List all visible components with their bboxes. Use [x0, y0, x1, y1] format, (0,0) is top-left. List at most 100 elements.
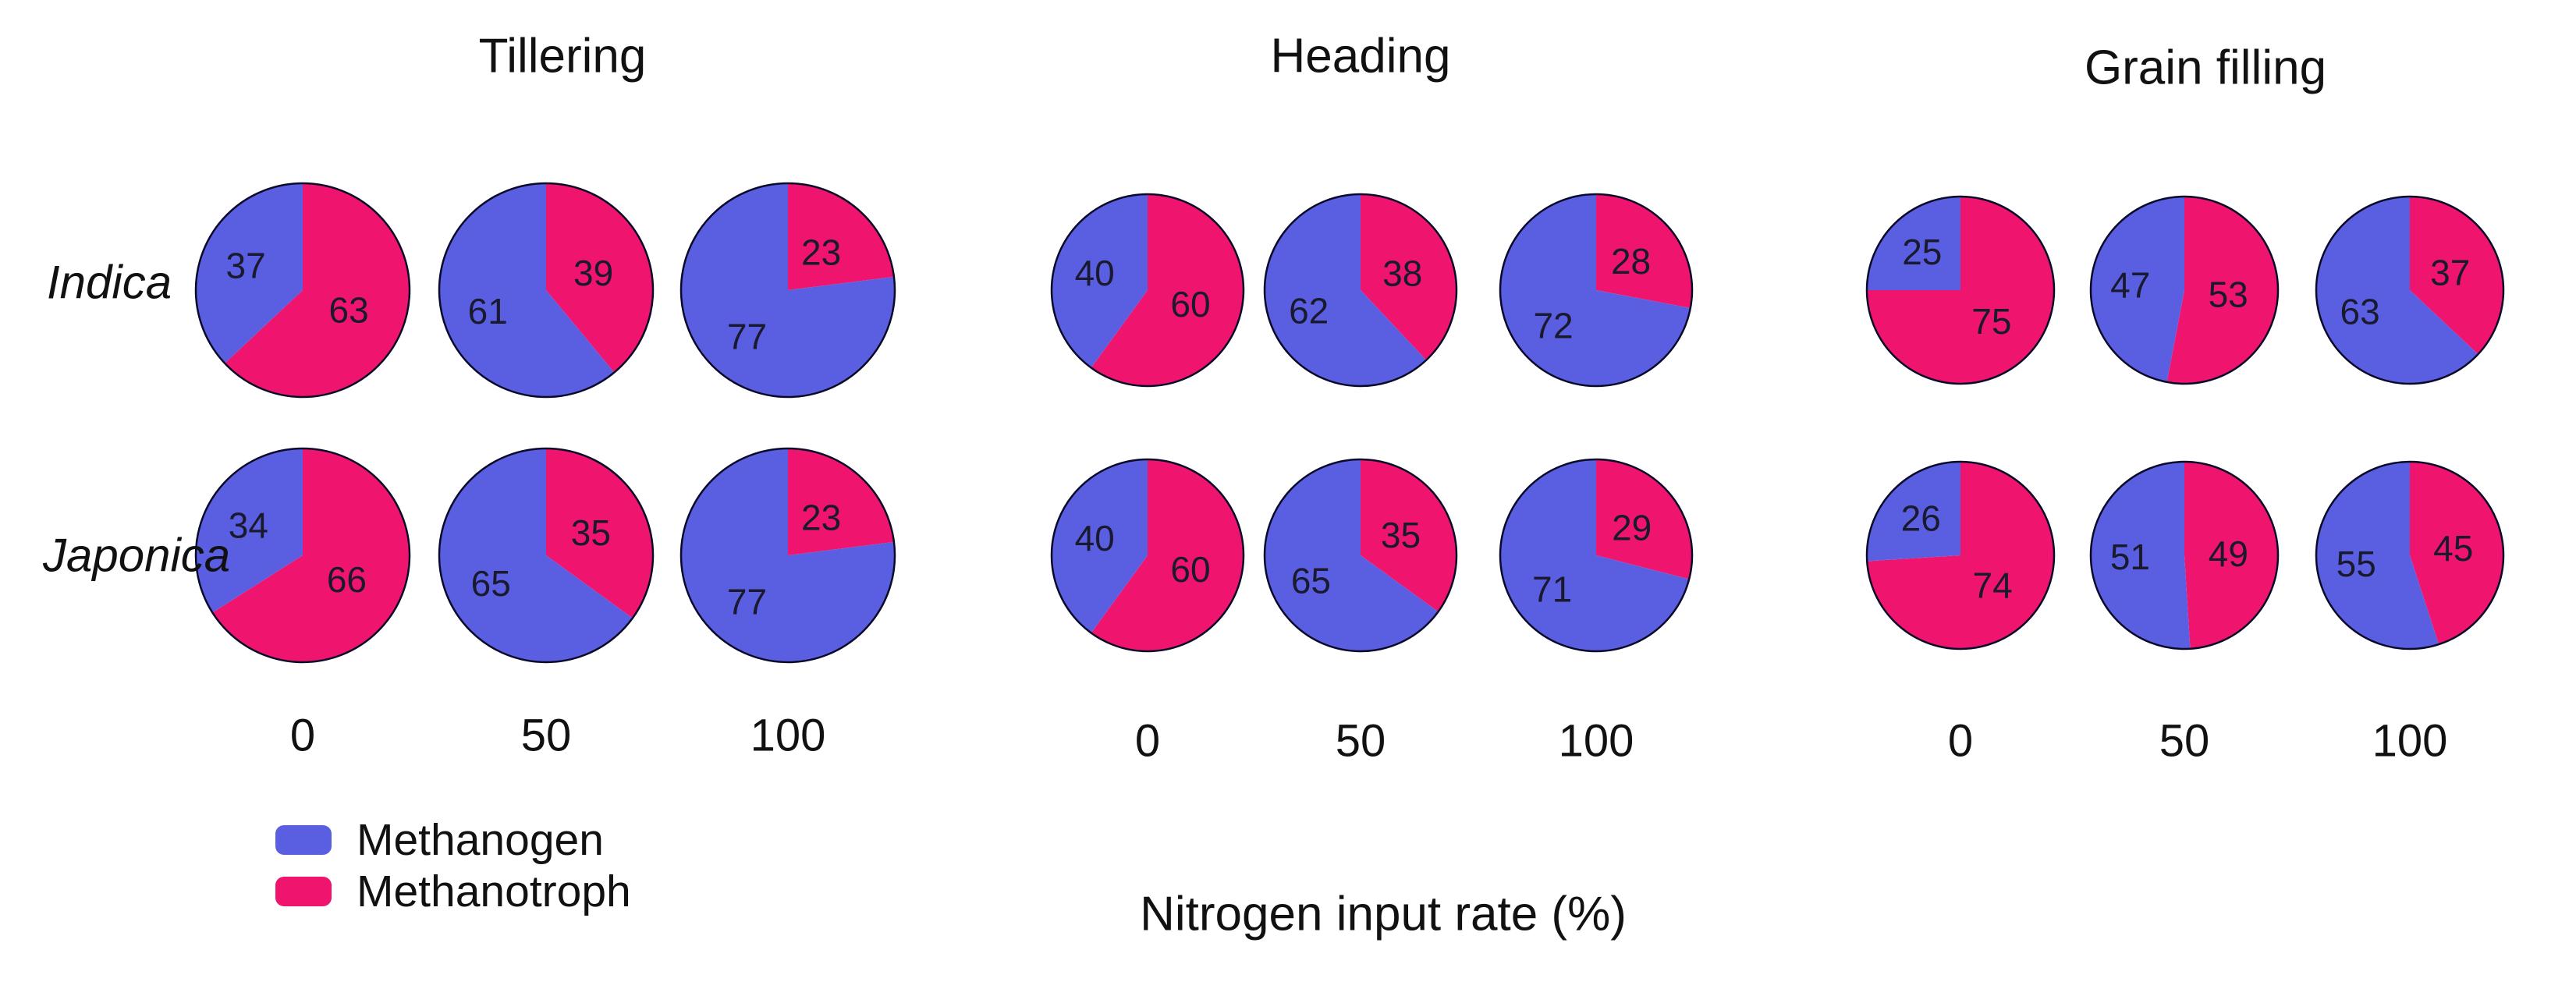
pie-outline [1499, 193, 1694, 388]
methanotroph-slice [2410, 197, 2504, 355]
methanogen-slice [1867, 197, 1960, 290]
methanogen-value: 61 [468, 291, 508, 331]
methanotroph-value: 60 [1170, 549, 1210, 590]
legend-item-methanogen: Methanogen [275, 814, 631, 866]
methanotroph-slice [2410, 462, 2503, 645]
methanotroph-slice [2166, 197, 2278, 384]
methanotroph-value: 63 [329, 290, 369, 331]
methanogen-color-key [275, 825, 332, 855]
tick-heading-50: 50 [1335, 715, 1386, 767]
methanotroph-value: 38 [1382, 253, 1422, 294]
methanotroph-value: 49 [2209, 533, 2248, 574]
methanogen-value: 77 [727, 582, 767, 622]
methanogen-value: 25 [1902, 232, 1942, 272]
methanogen-value: 34 [229, 505, 268, 546]
pie-outline [194, 447, 411, 664]
pie-outline [1050, 458, 1245, 653]
pie-outline [194, 182, 411, 399]
pie-grain-filling-japonica-n0: 26 74 [1865, 460, 2056, 650]
methanogen-slice [196, 448, 303, 613]
methanogen-value: 72 [1533, 305, 1573, 346]
methanotroph-slice [788, 183, 894, 290]
methanotroph-color-key [275, 877, 332, 906]
row-label-japonica: Japonica [43, 529, 231, 582]
methanotroph-value: 60 [1170, 284, 1210, 324]
pie-tillering-japonica-n0: 34 66 [194, 447, 411, 664]
methanogen-value: 71 [1532, 569, 1572, 610]
tick-tillering-0: 0 [289, 710, 316, 761]
methanogen-slice [1867, 462, 1960, 562]
section-title-heading: Heading [1270, 29, 1451, 83]
methanotroph-slice [225, 183, 410, 397]
methanogen-slice [680, 183, 895, 398]
methanotroph-slice [1361, 194, 1457, 360]
tick-tillering-50: 50 [520, 710, 572, 761]
methanotroph-slice [546, 183, 653, 373]
methanogen-slice [1264, 194, 1427, 386]
pie-heading-japonica-n50: 65 35 [1263, 458, 1458, 653]
pie-outline [1263, 193, 1458, 388]
pie-tillering-indica-n50: 61 39 [438, 182, 655, 399]
tick-heading-100: 100 [1558, 715, 1634, 767]
pie-grain-filling-indica-n100: 63 37 [2315, 195, 2505, 385]
pie-outline [2315, 195, 2505, 385]
methanotroph-slice [788, 448, 894, 555]
methanotroph-value: 75 [1971, 301, 2011, 342]
methanotroph-value: 66 [327, 559, 367, 600]
pie-grain-filling-japonica-n100: 55 45 [2315, 460, 2505, 650]
methanogen-slice [195, 183, 303, 363]
methanotroph-slice [1867, 462, 2055, 649]
methanotroph-value: 35 [1381, 515, 1421, 555]
row-label-indica: Indica [47, 256, 172, 309]
methanogen-value: 40 [1075, 518, 1115, 558]
methanogen-slice [1500, 459, 1690, 652]
methanogen-value: 51 [2110, 537, 2150, 577]
section-title-grain-filling: Grain filling [2084, 41, 2327, 95]
methanotroph-slice [546, 448, 653, 619]
pie-heading-indica-n100: 72 28 [1499, 193, 1694, 388]
tick-grain-100: 100 [2372, 715, 2448, 767]
methanogen-value: 65 [1291, 560, 1331, 601]
methanogen-slice [439, 448, 633, 662]
pie-grain-filling-japonica-n50: 51 49 [2089, 460, 2280, 650]
methanotroph-slice [2184, 462, 2279, 649]
legend-label-methanotroph: Methanotroph [357, 867, 631, 916]
tick-heading-0: 0 [1134, 715, 1161, 767]
pie-outline [2089, 460, 2280, 650]
pie-tillering-indica-n0: 37 63 [194, 182, 411, 399]
pie-outline [1263, 458, 1458, 653]
methanogen-slice [2091, 197, 2184, 382]
methanogen-value: 63 [2340, 292, 2380, 332]
pie-grain-filling-indica-n0: 25 75 [1865, 195, 2056, 385]
pie-outline [438, 447, 655, 664]
pie-outline [2315, 460, 2505, 650]
methanotroph-value: 39 [573, 253, 613, 293]
pie-tillering-japonica-n100: 77 23 [679, 447, 896, 664]
tick-tillering-100: 100 [750, 710, 826, 761]
methanogen-value: 40 [1075, 253, 1115, 293]
methanotroph-value: 45 [2433, 528, 2473, 569]
methanogen-slice [1499, 194, 1691, 386]
pie-outline [438, 182, 655, 399]
methanogen-slice [1051, 459, 1148, 633]
methanotroph-value: 74 [1973, 565, 2013, 606]
pie-tillering-japonica-n50: 65 35 [438, 447, 655, 664]
pie-outline [1499, 458, 1694, 653]
methanotroph-slice [1596, 459, 1692, 580]
pie-outline [1050, 193, 1245, 388]
methanotroph-value: 29 [1612, 508, 1652, 548]
legend-item-methanotroph: Methanotroph [275, 866, 631, 917]
x-axis-label: Nitrogen input rate (%) [1140, 887, 1627, 941]
pie-outline [1865, 460, 2056, 650]
methanotroph-slice [212, 448, 410, 663]
methanogen-value: 77 [727, 317, 767, 357]
methanogen-slice [2091, 462, 2191, 649]
methanotroph-value: 28 [1611, 241, 1651, 282]
methanogen-slice [2316, 462, 2439, 649]
legend-label-methanogen: Methanogen [357, 815, 604, 865]
methanotroph-value: 53 [2209, 274, 2248, 314]
methanogen-value: 37 [225, 245, 265, 285]
methanogen-slice [438, 183, 615, 397]
pie-outline [679, 447, 896, 664]
